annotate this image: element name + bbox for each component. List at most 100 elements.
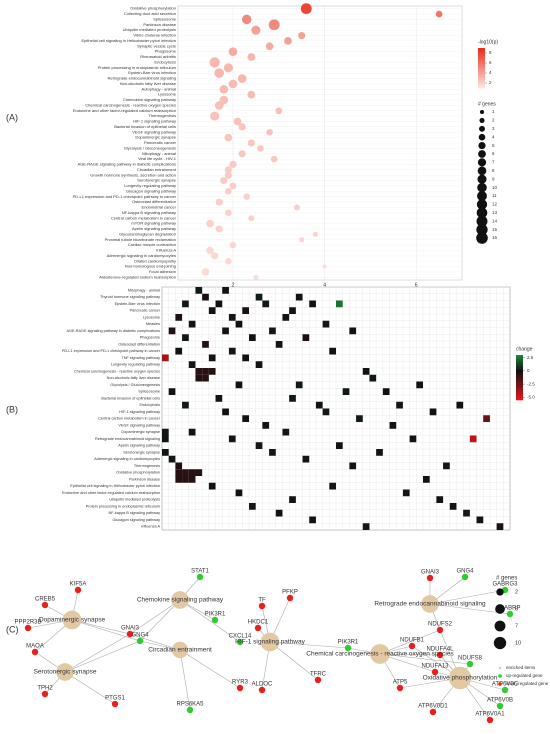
gene-label: GNAI3: [121, 626, 140, 632]
legend-label: 3: [492, 126, 495, 131]
row-label: Dopaminergic synapse: [121, 430, 160, 434]
colorbar-label: -5.0: [527, 395, 535, 400]
dot: [210, 111, 220, 121]
heatmap-cell: [496, 523, 504, 530]
legend-label: 9: [492, 176, 495, 181]
heatmap-cell: [362, 368, 370, 375]
dot: [247, 139, 255, 147]
colorbar-label: 6: [489, 60, 492, 65]
heatmap-cell: [235, 320, 243, 328]
pathway-node: [370, 644, 390, 664]
heatmap-cell: [242, 307, 249, 314]
y-tick-label: Glycosaminoglycan degradation: [119, 231, 176, 236]
gene-node: [41, 690, 49, 698]
dot: [294, 204, 301, 211]
colorbar-step: [516, 392, 523, 395]
colorbar-step: [516, 396, 523, 399]
y-tick-label: Serotonergic synapse: [137, 178, 176, 183]
panel-label: (C): [6, 624, 19, 634]
gene-label: NDUFB1: [400, 638, 425, 644]
gene-label: ATP5: [393, 680, 408, 686]
row-label: Chemical carcinogenesis - reactive oxyge…: [74, 369, 160, 373]
dot: [224, 133, 233, 142]
dot: [224, 171, 232, 179]
colorbar-step: [516, 358, 523, 361]
heatmap-cell: [188, 428, 196, 436]
colorbar-step: [478, 70, 485, 73]
heatmap-cell: [309, 516, 316, 524]
heatmap-cell: [249, 334, 256, 341]
row-label: Bacterial invasion of epithelial cells: [101, 396, 160, 400]
heatmap-cell: [208, 354, 216, 362]
colorbar-label: 8: [489, 50, 492, 55]
dot: [206, 219, 214, 228]
legend-label: 10: [492, 185, 498, 190]
heatmap-cell: [409, 435, 417, 443]
pathway-node: [171, 591, 189, 609]
legend-label: up-regulated gene: [506, 673, 543, 678]
legend-label: enriched items: [506, 665, 536, 670]
y-tick-label: Longevity regulating pathway: [124, 183, 176, 188]
heatmap-cell: [215, 300, 223, 308]
heatmap-cell: [269, 327, 276, 335]
pathway-label: Chemical carcinogenesis - reactive oxyge…: [306, 651, 454, 658]
row-label: Endocrine and other factor-regulated cal…: [62, 491, 160, 495]
heatmap-cell: [382, 388, 390, 395]
heatmap-cell: [182, 300, 189, 308]
row-label: Mitophagy - animal: [128, 288, 160, 292]
heatmap-cell: [476, 516, 484, 524]
gene-node: [136, 637, 144, 645]
y-tick-label: Ubiquitin mediated proteolysis: [123, 27, 176, 32]
heatmap-cell: [228, 347, 236, 355]
row-label: PD-L1 expression and PD-1 checkpoint pat…: [62, 349, 161, 353]
y-tick-label: Endocytosis: [154, 59, 176, 64]
legend-label: 11: [492, 193, 497, 198]
pathway-node: [62, 610, 82, 630]
heatmap-cell: [215, 395, 223, 402]
dot: [243, 193, 251, 201]
edge: [139, 599, 181, 642]
colorbar-step: [516, 394, 523, 397]
gene-label: NDUFA13: [421, 664, 449, 670]
legend-label: 8: [492, 168, 495, 173]
heatmap-cell: [202, 368, 209, 375]
y-tick-label: Thermogenesis: [148, 113, 176, 118]
y-tick-label: Collecting duct acid secretion: [124, 11, 176, 16]
colorbar-step: [516, 371, 523, 375]
heatmap-cell: [289, 395, 296, 402]
legend-dot: [479, 125, 485, 132]
gene-label: NDUFS2: [428, 622, 453, 628]
dot: [266, 128, 273, 136]
gene-node: [286, 594, 294, 602]
heatmap-cell: [168, 327, 176, 335]
heatmap-cell: [175, 469, 183, 476]
heatmap-cell: [262, 422, 270, 429]
dot: [206, 246, 214, 255]
y-tick-label: Vibrio cholerae infection: [133, 33, 176, 38]
y-tick-label: Focal adhesion: [149, 269, 176, 274]
gene-node: [74, 586, 82, 594]
colorbar-step: [478, 68, 485, 71]
heatmap-cell: [175, 476, 183, 483]
pathway-node: [448, 666, 472, 690]
y-tick-label: Viral life cycle - HIV-1: [138, 156, 177, 161]
heatmap-cell: [208, 307, 216, 314]
legend-label: 16: [492, 235, 498, 240]
row-label: TNF signaling pathway: [121, 356, 160, 360]
dot: [224, 166, 232, 174]
heatmap-cell: [356, 415, 363, 422]
row-label: NF-kappa B signaling pathway: [109, 511, 161, 515]
gene-label: TFRC: [310, 672, 327, 678]
heatmap-cell: [188, 361, 196, 368]
row-label: Thermogenesis: [134, 464, 160, 468]
y-tick-label: Epithelial cell signaling in Helicobacte…: [82, 38, 177, 43]
heatmap-cell: [322, 408, 330, 416]
y-tick-label: AGE-RAGE signaling pathway in diabetic c…: [78, 162, 177, 167]
row-label: Pancreatic cancer: [130, 309, 161, 313]
row-label: Glycolysis / Gluconeogenesis: [110, 383, 160, 387]
gene-label: GNG4: [456, 569, 474, 575]
y-tick-label: Endometrial cancer: [142, 205, 177, 210]
colorbar-label: 0: [527, 368, 530, 373]
legend-dot: [476, 199, 488, 210]
colorbar-step: [516, 381, 523, 384]
